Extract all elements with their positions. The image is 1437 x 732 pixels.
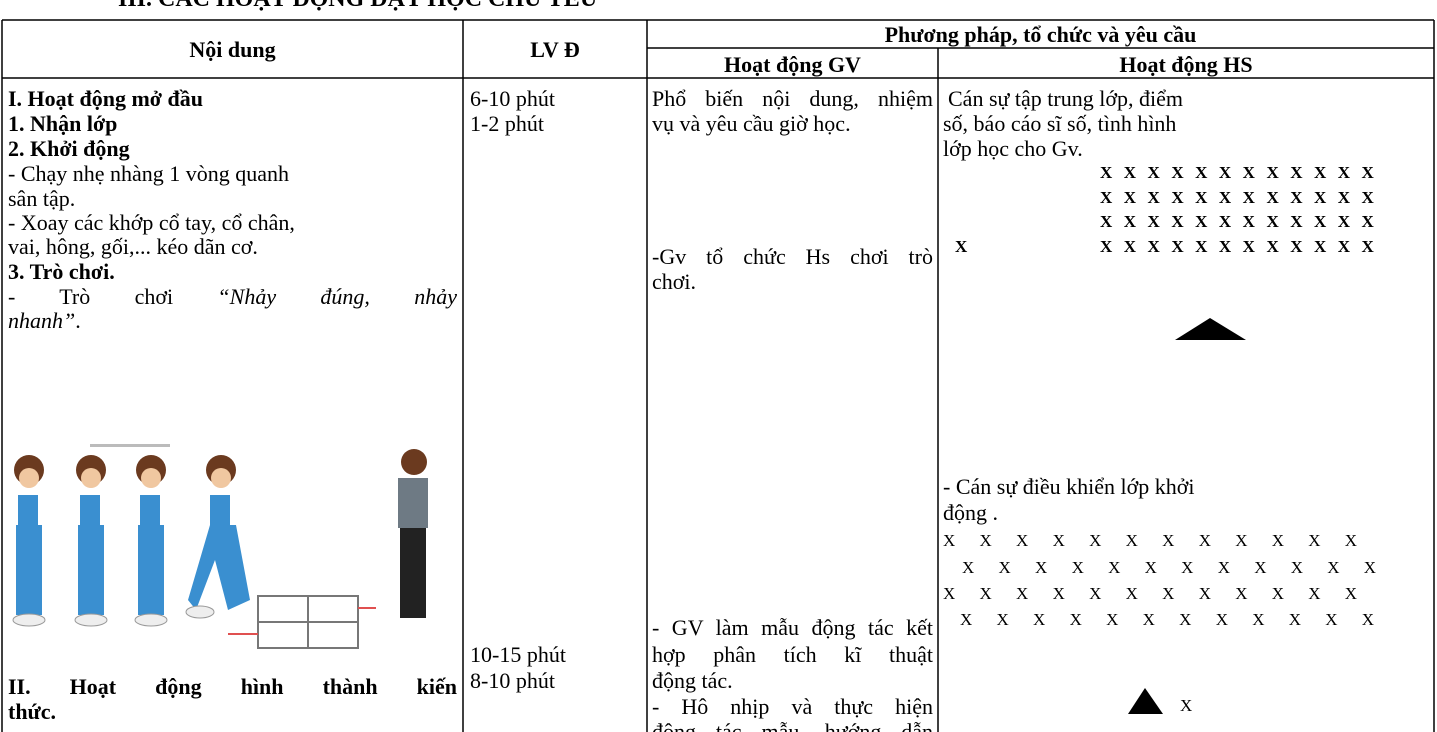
content-line: I. Hoạt động mở đầu: [8, 86, 203, 111]
header-cell: Hoạt động GV: [724, 52, 861, 77]
header-cell: Hoạt động HS: [1119, 52, 1253, 77]
content-text: .: [75, 308, 81, 333]
teacher-marker: [1128, 688, 1163, 714]
formation-row: XXXXXXXXXXXX: [1100, 188, 1386, 207]
formation-row: X X X X X X X X X X X X: [962, 558, 1387, 577]
content-line: - Xoay các khớp cổ tay, cổ chân,: [8, 210, 295, 235]
content-line: nhanh”.: [8, 308, 81, 333]
formation-row: X X X X X X X X X X X X: [943, 584, 1368, 603]
teacher-line: - GV làm mẫu động tác kết: [652, 615, 933, 640]
student-line: số, báo cáo sĩ số, tình hình: [943, 111, 1177, 136]
time-line: 1-2 phút: [470, 111, 544, 136]
teacher-line: động tác mẫu, hướng dẫn: [652, 719, 933, 732]
content-line: 1. Nhận lớp: [8, 111, 118, 136]
formation-row: X: [955, 237, 979, 256]
time-line: 8-10 phút: [470, 668, 555, 693]
content-line: vai, hông, gối,... kéo dãn cơ.: [8, 234, 258, 259]
content-text: - Trò chơi: [8, 284, 174, 309]
header-cell: Phương pháp, tổ chức và yêu cầu: [884, 22, 1197, 47]
formation-row: X X X X X X X X X X X X: [943, 531, 1368, 550]
formation-row: XXXXXXXXXXXX: [1100, 212, 1386, 231]
content-line: sân tập.: [8, 186, 76, 211]
game-name: “Nhảy đúng, nhảy: [217, 284, 457, 309]
teacher-line: Phổ biến nội dung, nhiệm: [652, 86, 933, 111]
content-line: 3. Trò chơi.: [8, 259, 115, 284]
teacher-line: - Hô nhịp và thực hiện: [652, 694, 933, 719]
time-line: 10-15 phút: [470, 642, 566, 667]
content-line: thức.: [8, 699, 57, 724]
teacher-marker: [1175, 318, 1246, 340]
content-line: II. Hoạt động hình thành kiến: [8, 674, 457, 699]
teacher-line: chơi.: [652, 269, 697, 294]
student-line: động .: [943, 500, 998, 525]
formation-row: X: [1180, 696, 1203, 715]
game-name: nhanh”: [8, 308, 76, 333]
teacher-line: vụ và yêu cầu giờ học.: [652, 111, 851, 136]
formation-row: XXXXXXXXXXXX: [1100, 237, 1386, 256]
teacher-line: -Gv tổ chức Hs chơi trò: [652, 244, 933, 269]
heading: III. CÁC HOẠT ĐỘNG DẠY HỌC CHỦ YẾU: [118, 0, 597, 12]
student-line: - Cán sự điều khiển lớp khởi: [943, 474, 1195, 499]
content-line: - Chạy nhẹ nhàng 1 vòng quanh: [8, 161, 290, 186]
teacher-line: hợp phân tích kĩ thuật: [652, 642, 933, 667]
header-cell: LV Đ: [530, 37, 580, 62]
teacher-line: động tác.: [652, 668, 733, 693]
header-cell: Nội dung: [189, 37, 276, 62]
content-line: - Trò chơi “Nhảy đúng, nhảy: [8, 284, 457, 309]
content-line: 2. Khởi động: [8, 136, 130, 161]
illustration: [12, 444, 428, 649]
formation-row: XXXXXXXXXXXX: [1100, 163, 1386, 182]
student-line: lớp học cho Gv.: [943, 136, 1083, 161]
student-line: Cán sự tập trung lớp, điểm: [948, 86, 1183, 111]
formation-row: X X X X X X X X X X X X: [960, 610, 1385, 629]
time-line: 6-10 phút: [470, 86, 555, 111]
